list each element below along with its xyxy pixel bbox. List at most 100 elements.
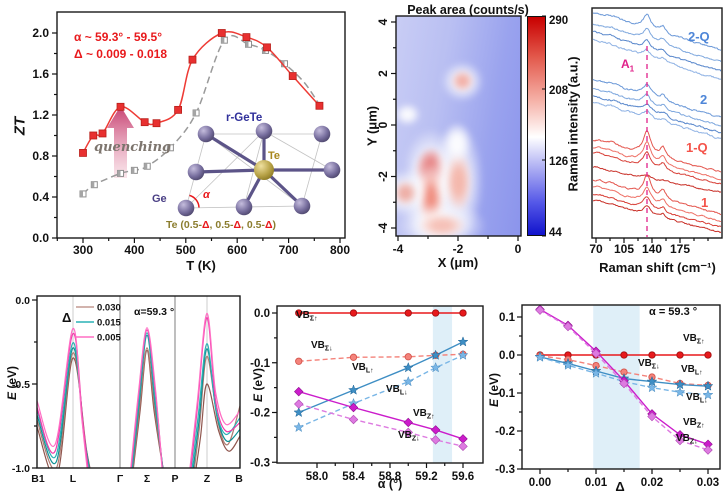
inset-alpha-label: α: [203, 189, 210, 201]
marker-circle: [676, 351, 684, 359]
marker-star: [646, 381, 658, 393]
marker-diamond: [403, 427, 413, 438]
tick-label: 0.0: [32, 231, 49, 245]
tick-label: -0.2: [495, 426, 515, 438]
colorbar-tick-label: 208: [549, 85, 569, 97]
ge-atom: [177, 199, 195, 217]
marker-diamond: [348, 402, 359, 413]
map-hotspot: [441, 122, 472, 164]
tick-label: 4: [376, 18, 390, 25]
tick-label: -0.3: [250, 457, 270, 469]
kpoint-label: Γ: [117, 473, 124, 485]
legend-label: 0.005: [97, 333, 121, 344]
formula-part: ): [272, 219, 277, 231]
alpha-panel: VBΣ↑ VBΣ↓ VBL↑ VBL↓ VBZ↑ VBZ↓ 58.0 58.4 58.8 59.2…: [250, 305, 484, 483]
marker-square: [89, 131, 98, 140]
marker-square: [152, 119, 161, 128]
tick-label: 0.0: [499, 350, 515, 362]
tick-label: -0.1: [495, 388, 515, 400]
marker-star: [348, 384, 359, 395]
tick-label: -0.1: [250, 358, 270, 370]
plot-frame: [56, 11, 346, 239]
tick-label: 0.0: [254, 308, 270, 320]
tick-label: 2.0: [32, 26, 49, 40]
marker-star: [430, 361, 442, 373]
delta-ylabel: E (eV): [487, 372, 501, 408]
marker-circle: [459, 309, 467, 317]
inset-formula: Te (0.5-Δ, 0.5-Δ, 0.5-Δ): [166, 219, 276, 231]
formula-part: Te (0.5-: [166, 219, 202, 231]
colorbar-tick-label: 44: [549, 227, 562, 239]
tick-label: 400: [124, 243, 144, 257]
band-curve: [195, 383, 240, 468]
tick-label: -0.3: [495, 464, 515, 476]
marker-star: [402, 361, 414, 373]
tick-label: 0.0: [15, 295, 30, 307]
marker-half-square-fill: [144, 163, 148, 170]
kpoint-label: B: [235, 473, 243, 485]
band-legend-title: Δ: [62, 310, 72, 325]
marker-half-square-fill: [80, 190, 83, 197]
marker-circle: [295, 357, 303, 365]
raman-traces: [593, 12, 721, 233]
raman-ylabel: Raman intensity (a.u.): [565, 56, 581, 192]
marker-half-square-fill: [131, 167, 135, 174]
marker-square: [79, 149, 87, 157]
tick-label: -0.5: [12, 379, 30, 391]
raman-trace-2: [593, 101, 721, 139]
series-label-VB_Z↑: VBZ↑: [413, 408, 435, 421]
raman-trace-2-Q: [593, 38, 721, 80]
raman-panel: 70 105 140 175: [589, 7, 723, 256]
raman-trace-1: [593, 193, 721, 228]
marker-circle: [404, 309, 412, 317]
inset-crystal: [177, 122, 341, 217]
inset-title: r-GeTe: [226, 112, 263, 124]
ge-atom: [235, 198, 253, 216]
band-alpha-note: α=59.3 °: [134, 306, 175, 318]
band-curve: [131, 332, 164, 468]
tick-label: 300: [73, 243, 93, 257]
marker-half-square-fill: [167, 144, 171, 151]
formula-part: Δ: [201, 219, 210, 231]
map-ylabel: Y (μm): [364, 105, 380, 147]
tick-label: 105: [614, 242, 634, 256]
marker-diamond: [458, 441, 468, 452]
band-curve: [37, 332, 89, 468]
plot-frame: [521, 304, 721, 470]
band-curve: [130, 327, 163, 468]
marker-square: [174, 105, 182, 114]
alpha-angle-arc: [189, 194, 200, 208]
legend-label: 0.030: [97, 303, 121, 314]
raman-trace-1-Q: [593, 140, 721, 181]
marker-square: [217, 29, 226, 37]
marker-diamond: [294, 386, 304, 397]
group-label-2: 2: [700, 92, 708, 107]
marker-star: [590, 367, 602, 378]
marker-star: [702, 389, 714, 400]
marker-half-square-fill: [91, 181, 95, 188]
cell-line: [263, 130, 333, 171]
inset-te-label: Te: [268, 150, 281, 162]
tick-label: 0.4: [32, 190, 49, 204]
tick-label: 58.8: [379, 471, 402, 483]
tick-label: 2: [376, 70, 390, 77]
zt-ylabel: ZT: [11, 116, 29, 136]
map-hotspot: [451, 70, 474, 93]
marker-star: [293, 421, 305, 433]
marker-circle: [648, 351, 656, 359]
tick-label: -2: [453, 242, 464, 256]
ge-atom: [197, 125, 215, 143]
kpoint-label: Z: [204, 473, 211, 485]
raman-trace-2-Q: [593, 23, 721, 63]
bond: [195, 168, 265, 174]
delta-panel: VBΣ↑ VBΣ↓ VBL↑ VBL↓ VBZ↑ VBZ↓ 0.00 0.01 0.02 0.03…: [495, 304, 721, 489]
marker-star: [562, 359, 574, 370]
tick-label: 0.8: [32, 149, 49, 163]
marker-star: [430, 349, 442, 360]
colorbar-tick-label: 126: [549, 156, 568, 168]
band-curve: [189, 312, 240, 468]
series-label-VB_Σ↓: VBΣ↓: [638, 358, 660, 371]
marker-star: [402, 375, 414, 387]
raman-trace-2-Q: [593, 12, 721, 51]
legend-label: 0.015: [97, 318, 121, 329]
